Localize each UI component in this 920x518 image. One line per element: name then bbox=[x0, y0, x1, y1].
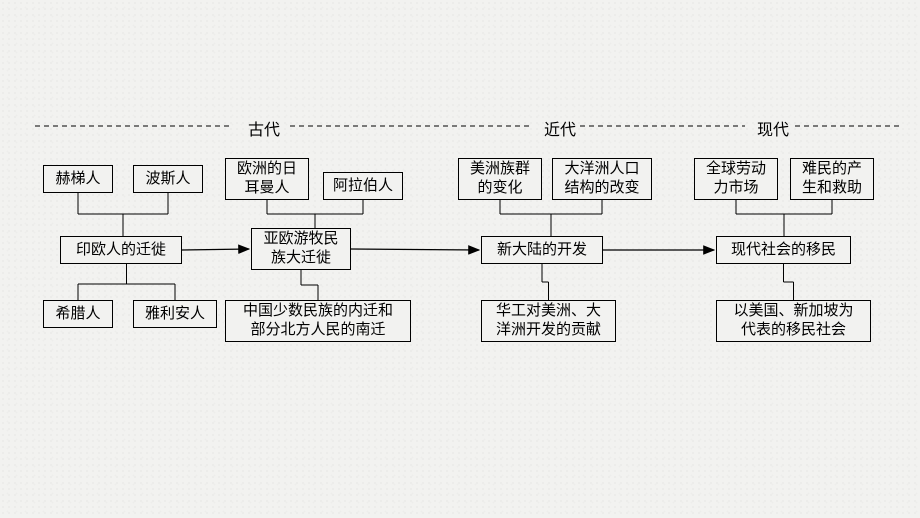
node-c_center: 新大陆的开发 bbox=[481, 236, 603, 264]
node-b_center: 亚欧游牧民 族大迁徙 bbox=[251, 228, 351, 270]
node-b1: 欧洲的日 耳曼人 bbox=[225, 158, 309, 200]
node-a3: 希腊人 bbox=[43, 300, 113, 328]
era-header-contemporary: 现代 bbox=[753, 116, 793, 140]
node-a_center: 印欧人的迁徙 bbox=[60, 236, 182, 264]
node-a1: 赫梯人 bbox=[43, 165, 113, 193]
node-d1: 全球劳动 力市场 bbox=[694, 158, 778, 200]
node-d3: 以美国、新加坡为 代表的移民社会 bbox=[716, 300, 871, 342]
node-b3: 中国少数民族的内迁和 部分北方人民的南迁 bbox=[225, 300, 411, 342]
node-d_center: 现代社会的移民 bbox=[716, 236, 851, 264]
node-c2: 大洋洲人口 结构的改变 bbox=[552, 158, 652, 200]
node-a4: 雅利安人 bbox=[133, 300, 217, 328]
node-b2: 阿拉伯人 bbox=[323, 172, 403, 200]
node-a2: 波斯人 bbox=[133, 165, 203, 193]
node-d2: 难民的产 生和救助 bbox=[790, 158, 874, 200]
node-c3: 华工对美洲、大 洋洲开发的贡献 bbox=[481, 300, 616, 342]
era-header-modern: 近代 bbox=[540, 116, 580, 140]
era-header-ancient: 古代 bbox=[244, 116, 284, 140]
node-c1: 美洲族群 的变化 bbox=[458, 158, 542, 200]
